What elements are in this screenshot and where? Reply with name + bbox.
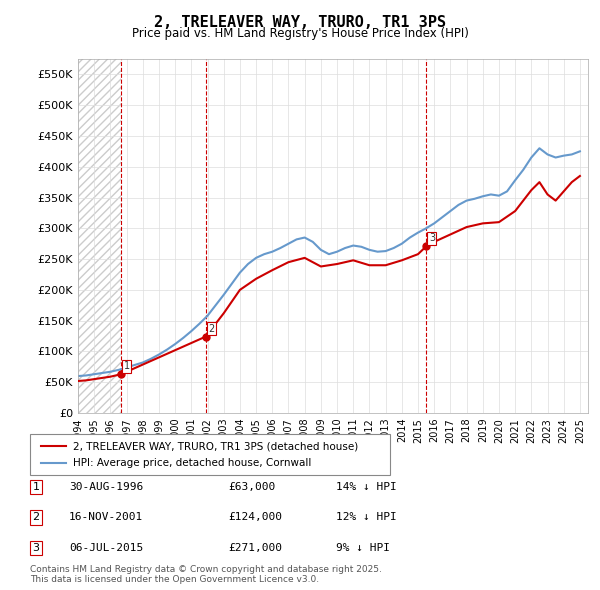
Text: 30-AUG-1996: 30-AUG-1996 [69,482,143,491]
Text: 3: 3 [32,543,40,553]
Text: 12% ↓ HPI: 12% ↓ HPI [336,513,397,522]
Text: Price paid vs. HM Land Registry's House Price Index (HPI): Price paid vs. HM Land Registry's House … [131,27,469,40]
Text: 9% ↓ HPI: 9% ↓ HPI [336,543,390,553]
Text: Contains HM Land Registry data © Crown copyright and database right 2025.
This d: Contains HM Land Registry data © Crown c… [30,565,382,584]
Text: 2, TRELEAVER WAY, TRURO, TR1 3PS: 2, TRELEAVER WAY, TRURO, TR1 3PS [154,15,446,30]
Text: 14% ↓ HPI: 14% ↓ HPI [336,482,397,491]
Text: 16-NOV-2001: 16-NOV-2001 [69,513,143,522]
Text: 1: 1 [124,361,130,371]
Text: £63,000: £63,000 [228,482,275,491]
Text: 2: 2 [32,513,40,522]
FancyBboxPatch shape [30,434,390,475]
Text: 1: 1 [32,482,40,491]
Text: 06-JUL-2015: 06-JUL-2015 [69,543,143,553]
Text: £124,000: £124,000 [228,513,282,522]
Text: 2: 2 [208,324,214,334]
Text: £271,000: £271,000 [228,543,282,553]
Text: 2, TRELEAVER WAY, TRURO, TR1 3PS (detached house): 2, TRELEAVER WAY, TRURO, TR1 3PS (detach… [73,441,358,451]
Text: HPI: Average price, detached house, Cornwall: HPI: Average price, detached house, Corn… [73,458,311,468]
Text: 3: 3 [429,233,435,243]
